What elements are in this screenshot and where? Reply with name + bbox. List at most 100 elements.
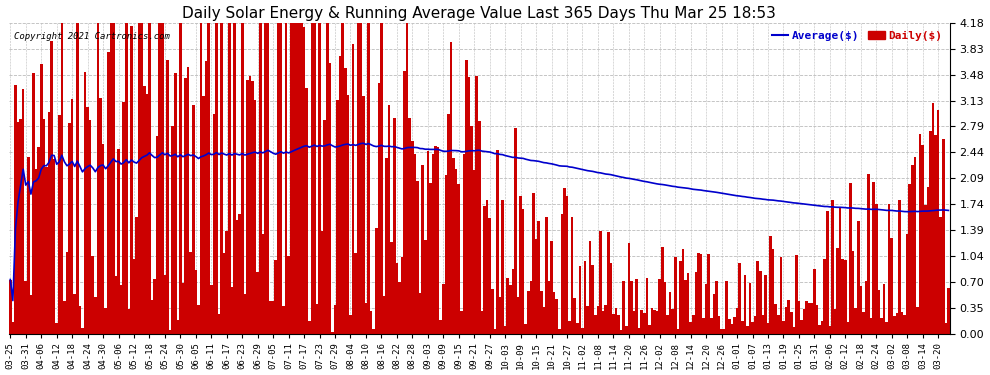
Bar bbox=[591, 266, 594, 333]
Bar bbox=[99, 98, 102, 333]
Bar bbox=[349, 315, 351, 333]
Bar bbox=[35, 170, 38, 333]
Bar bbox=[909, 184, 911, 333]
Bar bbox=[844, 260, 846, 333]
Bar bbox=[671, 309, 674, 333]
Bar bbox=[377, 83, 380, 333]
Bar bbox=[929, 131, 932, 333]
Bar bbox=[104, 308, 107, 333]
Bar bbox=[496, 150, 499, 333]
Bar bbox=[535, 238, 538, 333]
Bar bbox=[169, 330, 171, 333]
Bar bbox=[332, 332, 334, 333]
Bar bbox=[303, 27, 305, 333]
Bar bbox=[748, 283, 751, 333]
Bar bbox=[859, 286, 862, 333]
Bar bbox=[174, 73, 176, 333]
Bar bbox=[620, 330, 623, 333]
Bar bbox=[197, 305, 200, 333]
Bar bbox=[857, 220, 859, 333]
Bar bbox=[143, 86, 146, 333]
Bar bbox=[509, 285, 512, 333]
Bar bbox=[416, 181, 419, 333]
Bar bbox=[846, 321, 849, 333]
Bar bbox=[475, 76, 478, 333]
Bar bbox=[777, 315, 779, 333]
Bar bbox=[367, 23, 370, 333]
Bar bbox=[228, 23, 231, 333]
Bar bbox=[525, 324, 527, 333]
Bar bbox=[522, 209, 525, 333]
Bar bbox=[231, 288, 234, 333]
Bar bbox=[633, 311, 636, 333]
Bar bbox=[940, 217, 942, 333]
Bar bbox=[877, 290, 880, 333]
Bar bbox=[486, 200, 488, 333]
Bar bbox=[184, 78, 187, 333]
Bar bbox=[695, 273, 697, 333]
Bar bbox=[78, 306, 81, 333]
Bar bbox=[33, 73, 35, 333]
Bar bbox=[337, 100, 339, 333]
Bar bbox=[563, 188, 565, 333]
Bar bbox=[552, 292, 555, 333]
Bar bbox=[318, 23, 321, 333]
Bar bbox=[163, 274, 166, 333]
Bar bbox=[123, 102, 125, 333]
Bar bbox=[148, 23, 150, 333]
Bar bbox=[851, 252, 854, 333]
Bar bbox=[555, 299, 558, 333]
Bar bbox=[837, 248, 839, 333]
Bar bbox=[890, 238, 893, 333]
Bar bbox=[14, 85, 17, 333]
Bar bbox=[22, 88, 25, 333]
Bar bbox=[761, 315, 764, 333]
Bar bbox=[710, 318, 713, 333]
Bar bbox=[919, 134, 922, 333]
Bar bbox=[192, 105, 195, 333]
Bar bbox=[751, 322, 753, 333]
Bar bbox=[753, 316, 756, 333]
Bar bbox=[253, 100, 256, 333]
Bar bbox=[571, 217, 573, 333]
Bar bbox=[785, 307, 787, 333]
Bar bbox=[205, 62, 208, 333]
Bar bbox=[728, 320, 731, 333]
Bar bbox=[795, 255, 798, 333]
Bar bbox=[269, 301, 272, 333]
Bar bbox=[821, 321, 824, 333]
Bar bbox=[893, 316, 896, 333]
Bar bbox=[793, 327, 795, 333]
Bar bbox=[68, 123, 71, 333]
Bar bbox=[645, 278, 648, 333]
Bar bbox=[89, 120, 91, 333]
Bar bbox=[86, 107, 89, 333]
Bar bbox=[71, 99, 73, 333]
Bar bbox=[935, 135, 937, 333]
Bar bbox=[236, 220, 239, 333]
Bar bbox=[136, 217, 138, 333]
Legend: Average($), Daily($): Average($), Daily($) bbox=[769, 28, 944, 43]
Bar bbox=[97, 23, 99, 333]
Bar bbox=[798, 302, 800, 333]
Bar bbox=[146, 94, 148, 333]
Bar bbox=[179, 23, 182, 333]
Bar bbox=[824, 259, 826, 333]
Bar bbox=[914, 157, 916, 333]
Bar bbox=[901, 312, 903, 333]
Bar bbox=[481, 311, 483, 333]
Bar bbox=[550, 241, 552, 333]
Bar bbox=[166, 60, 169, 333]
Bar bbox=[141, 23, 143, 333]
Bar bbox=[669, 292, 671, 333]
Bar bbox=[274, 260, 277, 333]
Bar bbox=[442, 284, 445, 333]
Title: Daily Solar Energy & Running Average Value Last 365 Days Thu Mar 25 18:53: Daily Solar Energy & Running Average Val… bbox=[182, 6, 776, 21]
Bar bbox=[478, 120, 481, 333]
Bar bbox=[488, 218, 491, 333]
Bar bbox=[658, 279, 661, 333]
Bar bbox=[944, 324, 947, 333]
Bar bbox=[17, 122, 20, 333]
Bar bbox=[739, 263, 741, 333]
Bar bbox=[679, 261, 682, 333]
